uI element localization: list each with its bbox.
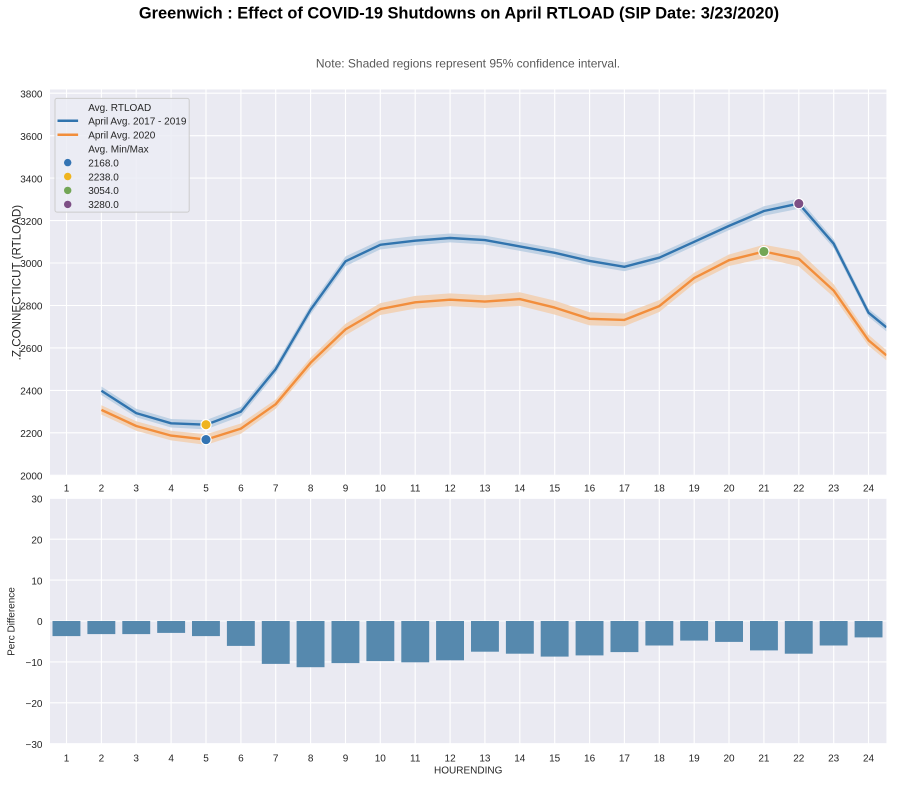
svg-text:24: 24 xyxy=(863,483,875,494)
svg-text:3200: 3200 xyxy=(20,217,43,228)
svg-text:−10: −10 xyxy=(26,658,43,669)
svg-text:22: 22 xyxy=(793,753,805,764)
svg-text:0: 0 xyxy=(37,617,43,628)
svg-text:10: 10 xyxy=(375,483,387,494)
svg-text:2168.0: 2168.0 xyxy=(88,158,119,169)
svg-text:12: 12 xyxy=(445,753,457,764)
svg-text:3400: 3400 xyxy=(20,174,43,185)
svg-text:2800: 2800 xyxy=(20,302,43,313)
svg-text:15: 15 xyxy=(549,483,561,494)
svg-text:6: 6 xyxy=(238,753,244,764)
svg-text:15: 15 xyxy=(549,753,561,764)
svg-text:16: 16 xyxy=(584,753,596,764)
svg-text:9: 9 xyxy=(343,483,349,494)
svg-text:18: 18 xyxy=(654,753,666,764)
svg-text:2600: 2600 xyxy=(20,344,43,355)
svg-text:23: 23 xyxy=(828,483,840,494)
svg-text:3800: 3800 xyxy=(20,89,43,100)
svg-text:19: 19 xyxy=(689,483,701,494)
svg-text:13: 13 xyxy=(479,483,491,494)
svg-text:7: 7 xyxy=(273,753,279,764)
svg-text:3: 3 xyxy=(133,483,139,494)
svg-text:10: 10 xyxy=(375,753,387,764)
svg-text:1: 1 xyxy=(64,483,70,494)
svg-text:2000: 2000 xyxy=(20,472,43,483)
svg-text:−30: −30 xyxy=(26,740,43,751)
svg-text:6: 6 xyxy=(238,483,244,494)
svg-text:22: 22 xyxy=(793,483,805,494)
svg-text:14: 14 xyxy=(514,483,526,494)
svg-text:1: 1 xyxy=(64,753,70,764)
svg-text:20: 20 xyxy=(723,483,735,494)
svg-text:10: 10 xyxy=(31,576,43,587)
svg-text:Greenwich : Effect of COVID-19: Greenwich : Effect of COVID-19 Shutdowns… xyxy=(139,5,779,23)
svg-text:Avg. RTLOAD: Avg. RTLOAD xyxy=(88,103,151,114)
svg-text:17: 17 xyxy=(619,483,631,494)
svg-text:20: 20 xyxy=(723,753,735,764)
svg-text:2200: 2200 xyxy=(20,429,43,440)
svg-text:HOURENDING: HOURENDING xyxy=(434,765,503,776)
svg-text:3: 3 xyxy=(133,753,139,764)
svg-text:Avg. Min/Max: Avg. Min/Max xyxy=(88,144,148,155)
svg-text:18: 18 xyxy=(654,483,666,494)
svg-text:19: 19 xyxy=(689,753,701,764)
svg-text:5: 5 xyxy=(203,483,209,494)
svg-text:Perc Difference: Perc Difference xyxy=(7,587,18,656)
svg-text:30: 30 xyxy=(31,495,43,506)
svg-text:2238.0: 2238.0 xyxy=(88,172,119,183)
svg-text:9: 9 xyxy=(343,753,349,764)
svg-text:3600: 3600 xyxy=(20,132,43,143)
svg-text:April Avg. 2017 - 2019: April Avg. 2017 - 2019 xyxy=(88,117,187,128)
svg-text:21: 21 xyxy=(758,483,770,494)
svg-text:8: 8 xyxy=(308,483,314,494)
svg-text:2: 2 xyxy=(99,483,105,494)
svg-text:12: 12 xyxy=(445,483,457,494)
svg-text:3000: 3000 xyxy=(20,259,43,270)
svg-text:5: 5 xyxy=(203,753,209,764)
svg-text:April Avg. 2020: April Avg. 2020 xyxy=(88,131,156,142)
svg-text:13: 13 xyxy=(479,753,491,764)
svg-text:3054.0: 3054.0 xyxy=(88,186,119,197)
svg-text:11: 11 xyxy=(410,483,421,494)
svg-text:16: 16 xyxy=(584,483,596,494)
svg-text:7: 7 xyxy=(273,483,279,494)
svg-text:21: 21 xyxy=(758,753,770,764)
svg-text:4: 4 xyxy=(168,753,174,764)
svg-text:24: 24 xyxy=(863,753,875,764)
svg-text:14: 14 xyxy=(514,753,526,764)
svg-text:2: 2 xyxy=(99,753,105,764)
svg-text:11: 11 xyxy=(410,753,421,764)
svg-text:20: 20 xyxy=(31,535,43,546)
svg-text:17: 17 xyxy=(619,753,631,764)
svg-text:4: 4 xyxy=(168,483,174,494)
svg-text:−20: −20 xyxy=(26,699,43,710)
svg-text:Note: Shaded regions represent: Note: Shaded regions represent 95% confi… xyxy=(316,57,620,71)
svg-text:3280.0: 3280.0 xyxy=(88,200,119,211)
svg-text:.Z.CONNECTICUT (RTLOAD): .Z.CONNECTICUT (RTLOAD) xyxy=(10,205,23,361)
svg-text:2400: 2400 xyxy=(20,387,43,398)
svg-text:23: 23 xyxy=(828,753,840,764)
svg-text:8: 8 xyxy=(308,753,314,764)
